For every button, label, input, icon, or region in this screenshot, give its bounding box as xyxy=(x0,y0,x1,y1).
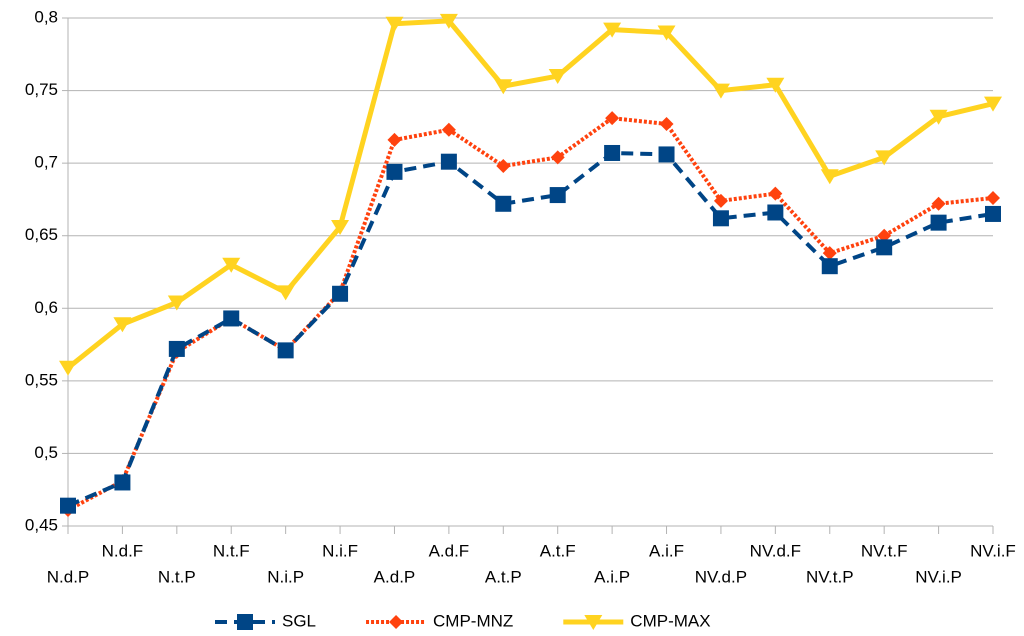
point xyxy=(604,144,621,161)
point xyxy=(222,257,241,273)
point xyxy=(659,116,674,131)
point xyxy=(711,83,730,99)
x-tick-label: NV.t.P xyxy=(806,567,854,586)
point xyxy=(550,150,565,165)
y-tick-label: 0,5 xyxy=(34,443,58,462)
x-tick-label: N.t.P xyxy=(158,567,196,586)
point xyxy=(822,246,837,261)
y-tick-label: 0,8 xyxy=(34,7,58,26)
legend-marker xyxy=(237,614,253,630)
point xyxy=(876,239,893,256)
point xyxy=(820,169,839,185)
x-tick-label: A.t.P xyxy=(485,567,522,586)
point xyxy=(549,187,566,204)
x-tick-label: A.i.P xyxy=(594,567,630,586)
y-tick-label: 0,7 xyxy=(34,153,58,172)
legend-label: CMP-MNZ xyxy=(433,611,513,630)
point xyxy=(167,295,186,311)
point xyxy=(766,77,785,93)
point xyxy=(59,360,77,376)
point xyxy=(986,190,1000,205)
point xyxy=(223,310,240,327)
y-tick-label: 0,6 xyxy=(34,298,58,317)
series-line xyxy=(67,116,994,512)
point xyxy=(331,220,350,236)
point xyxy=(494,79,513,95)
point xyxy=(929,109,948,125)
point xyxy=(713,193,728,208)
x-tick-label: NV.t.F xyxy=(861,541,908,560)
y-tick-label: 0,45 xyxy=(25,515,58,534)
point xyxy=(984,96,1002,112)
point xyxy=(821,258,838,275)
point xyxy=(712,210,729,227)
point xyxy=(440,153,457,170)
point xyxy=(113,317,132,333)
x-tick-label: NV.i.P xyxy=(915,567,962,586)
point xyxy=(657,25,676,41)
legend-label: CMP-MAX xyxy=(630,611,710,630)
point xyxy=(441,122,456,137)
x-tick-label: NV.d.F xyxy=(750,541,801,560)
point xyxy=(277,342,294,359)
point xyxy=(386,163,403,180)
x-tick-label: N.i.P xyxy=(267,567,304,586)
x-tick-label: NV.i.F xyxy=(970,541,1016,560)
point xyxy=(439,13,458,29)
point xyxy=(496,159,511,174)
point xyxy=(114,474,131,491)
series-line xyxy=(67,150,994,508)
series-line xyxy=(66,18,994,370)
point xyxy=(605,111,620,126)
point xyxy=(930,214,947,231)
y-tick-label: 0,65 xyxy=(25,225,58,244)
point xyxy=(768,186,783,201)
point xyxy=(767,204,784,221)
point xyxy=(276,285,295,301)
point xyxy=(658,146,675,163)
point xyxy=(985,205,1001,222)
x-tick-label: N.d.F xyxy=(102,541,144,560)
point xyxy=(931,196,946,211)
point xyxy=(332,285,349,302)
point xyxy=(877,228,892,243)
x-tick-label: A.t.F xyxy=(540,541,576,560)
x-tick-label: NV.d.P xyxy=(695,567,747,586)
y-tick-label: 0,75 xyxy=(25,80,58,99)
point xyxy=(603,22,622,38)
legend-marker xyxy=(389,615,404,629)
legend-label: SGL xyxy=(282,611,316,630)
y-tick-label: 0,55 xyxy=(25,370,58,389)
point xyxy=(495,195,512,212)
legend-marker xyxy=(584,615,603,630)
x-tick-label: A.i.F xyxy=(649,541,684,560)
point xyxy=(387,132,402,147)
x-tick-label: N.i.F xyxy=(322,541,358,560)
point xyxy=(385,16,404,32)
x-tick-label: N.t.F xyxy=(213,541,250,560)
x-tick-label: A.d.F xyxy=(429,541,470,560)
x-tick-label: N.d.P xyxy=(47,567,90,586)
point xyxy=(548,69,567,85)
point xyxy=(875,150,894,166)
point xyxy=(60,497,76,514)
point xyxy=(168,340,185,357)
x-tick-label: A.d.P xyxy=(374,567,416,586)
